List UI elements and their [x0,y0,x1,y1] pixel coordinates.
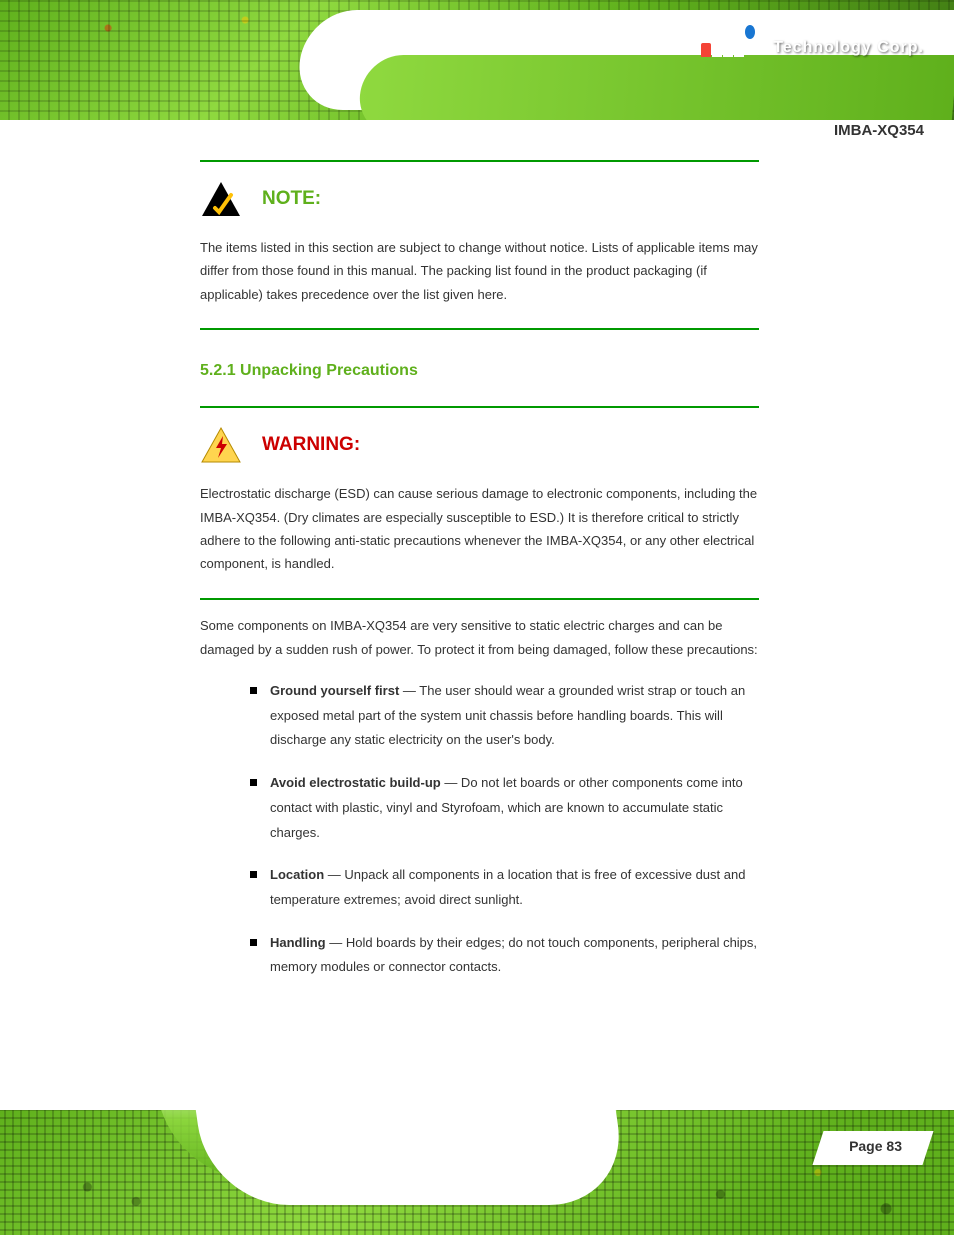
warning-body: Electrostatic discharge (ESD) can cause … [200,482,759,576]
bullet-body: — Unpack all components in a location th… [270,867,745,907]
precautions-intro: Some components on IMBA-XQ354 are very s… [200,614,759,663]
warning-icon [200,426,242,464]
header-swoosh-green [357,55,954,120]
list-item: Handling — Hold boards by their edges; d… [250,931,759,980]
bullet-term: Ground yourself first [270,683,399,698]
footer-banner [0,1110,954,1235]
section-heading-unpacking: 5.2.1 Unpacking Precautions [200,362,759,380]
note-icon [200,180,242,218]
list-item: Location — Unpack all components in a lo… [250,863,759,912]
bullet-term: Location [270,867,324,882]
divider [200,328,759,330]
header-banner: ® Technology Corp. [0,0,954,120]
divider [200,598,759,600]
note-body: The items listed in this section are sub… [200,236,759,306]
precautions-list: Ground yourself first — The user should … [250,679,759,980]
list-item: Ground yourself first — The user should … [250,679,759,753]
warning-block: WARNING: [200,426,759,464]
bullet-body: — Hold boards by their edges; do not tou… [270,935,757,975]
divider [200,406,759,408]
logo-area: ® Technology Corp. [701,25,924,57]
logo-text: Technology Corp. [773,39,924,57]
warning-heading: WARNING: [262,434,360,456]
note-block: NOTE: [200,180,759,218]
content-area: NOTE: The items listed in this section a… [200,160,759,1095]
footer-swoosh-white [191,1110,629,1205]
page-number: Page 83 [835,1133,916,1159]
bullet-term: Avoid electrostatic build-up [270,775,441,790]
note-heading: NOTE: [262,188,321,210]
product-name: IMBA-XQ354 [834,122,924,139]
logo-iei-icon [701,25,755,57]
divider [200,160,759,162]
bullet-term: Handling [270,935,326,950]
list-item: Avoid electrostatic build-up — Do not le… [250,771,759,845]
logo-registered: ® [757,44,765,56]
